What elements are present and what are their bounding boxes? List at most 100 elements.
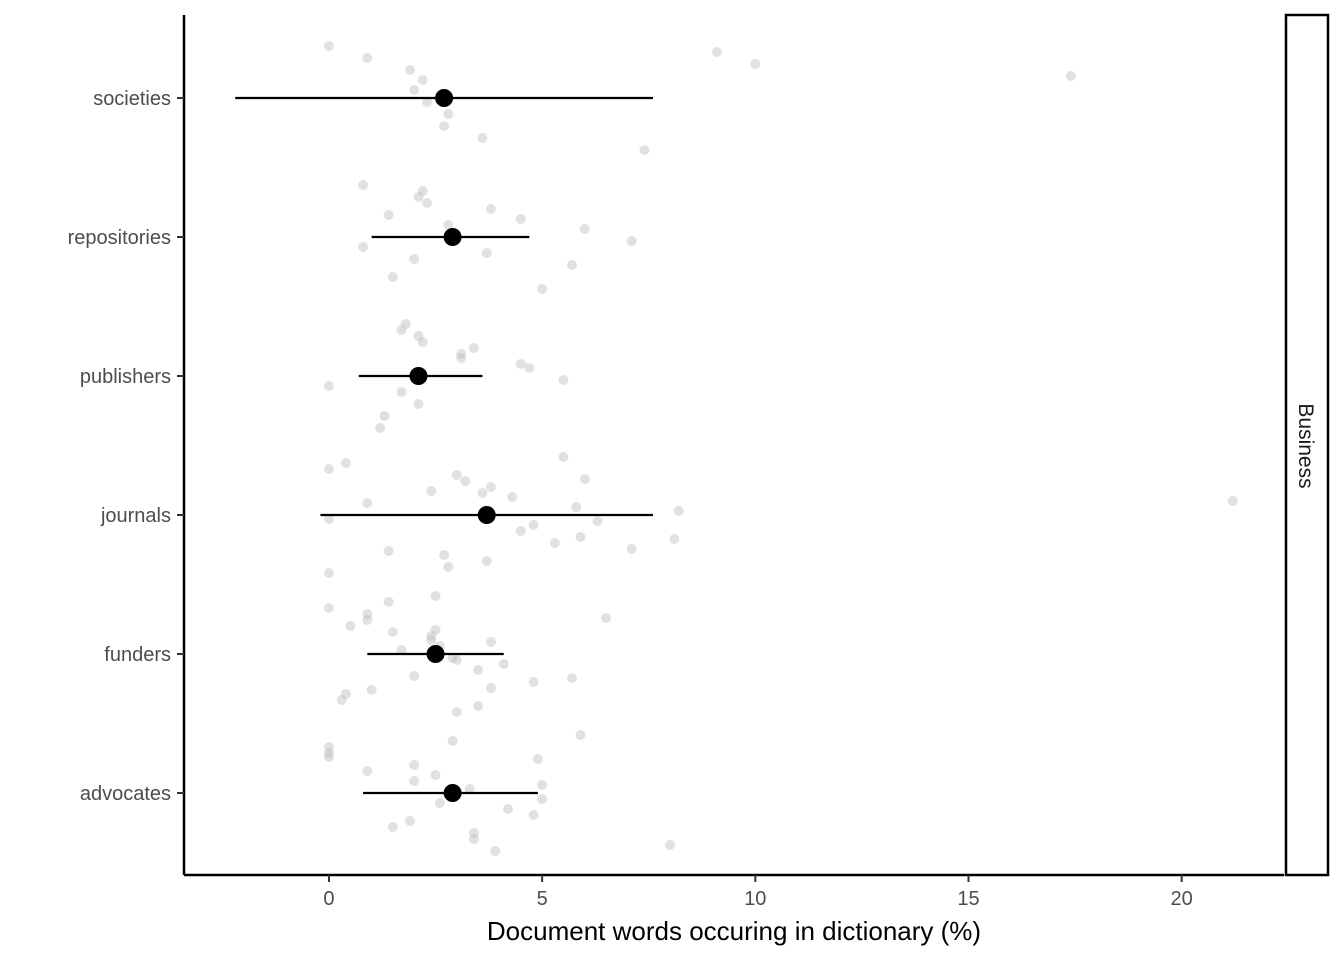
- data-point-journals: [528, 520, 539, 530]
- data-point-advocates: [503, 804, 514, 814]
- data-point-repositories: [383, 210, 394, 220]
- data-point-repositories: [579, 224, 590, 234]
- data-point-publishers: [323, 381, 334, 391]
- mean-point-advocates: [443, 784, 462, 802]
- data-point-journals: [439, 550, 450, 560]
- data-point-journals: [673, 506, 684, 516]
- data-point-journals: [383, 546, 394, 556]
- summary-layer: [235, 89, 653, 802]
- data-point-advocates: [387, 822, 398, 832]
- data-point-publishers: [524, 363, 535, 373]
- data-point-funders: [366, 685, 377, 695]
- data-point-publishers: [413, 399, 424, 409]
- data-point-advocates: [323, 748, 334, 758]
- data-point-funders: [451, 655, 462, 665]
- data-point-publishers: [375, 423, 386, 433]
- data-point-repositories: [358, 242, 369, 252]
- data-point-societies: [443, 109, 454, 119]
- data-point-journals: [323, 464, 334, 474]
- data-point-advocates: [404, 816, 415, 826]
- data-point-repositories: [566, 260, 577, 270]
- data-point-funders: [451, 707, 462, 717]
- data-point-advocates: [409, 776, 420, 786]
- data-point-funders: [601, 613, 612, 623]
- data-point-repositories: [537, 284, 548, 294]
- data-point-journals: [515, 526, 526, 536]
- data-point-repositories: [422, 198, 433, 208]
- data-point-funders: [362, 609, 373, 619]
- x-tick-label: 10: [744, 888, 766, 910]
- facet-strip-box: [1284, 13, 1330, 877]
- y-tick-label-societies: societies: [93, 88, 171, 110]
- data-point-publishers: [400, 319, 411, 329]
- data-point-journals: [323, 568, 334, 578]
- data-point-journals: [507, 492, 518, 502]
- facet-label: Business: [1294, 403, 1317, 488]
- data-point-societies: [1065, 71, 1076, 81]
- data-point-journals: [460, 476, 471, 486]
- data-point-advocates: [537, 780, 548, 790]
- data-point-funders: [430, 625, 441, 635]
- data-point-advocates: [447, 736, 458, 746]
- data-point-publishers: [515, 359, 526, 369]
- data-point-repositories: [409, 254, 420, 264]
- data-point-journals: [362, 498, 373, 508]
- data-point-journals: [626, 544, 637, 554]
- data-point-funders: [485, 683, 496, 693]
- data-point-repositories: [515, 214, 526, 224]
- data-point-repositories: [626, 236, 637, 246]
- x-tick-label: 0: [323, 888, 334, 910]
- data-point-advocates: [362, 766, 373, 776]
- data-point-journals: [481, 556, 492, 566]
- data-point-funders: [528, 677, 539, 687]
- data-point-societies: [323, 41, 334, 51]
- data-point-advocates: [468, 828, 479, 838]
- data-point-societies: [439, 121, 450, 131]
- data-point-advocates: [323, 742, 334, 752]
- data-point-journals: [477, 488, 488, 498]
- data-point-journals: [669, 534, 680, 544]
- data-point-funders: [396, 645, 407, 655]
- data-point-publishers: [413, 331, 424, 341]
- data-point-societies: [409, 85, 420, 95]
- data-point-advocates: [409, 760, 420, 770]
- data-point-journals: [575, 532, 586, 542]
- data-point-funders: [336, 695, 347, 705]
- data-point-journals: [571, 502, 582, 512]
- data-point-repositories: [485, 204, 496, 214]
- data-point-journals: [558, 452, 569, 462]
- data-point-journals: [1227, 496, 1238, 506]
- y-tick-label-funders: funders: [104, 644, 171, 666]
- data-point-repositories: [443, 220, 454, 230]
- data-point-advocates: [532, 754, 543, 764]
- data-point-societies: [639, 145, 650, 155]
- y-tick-label-repositories: repositories: [68, 227, 171, 249]
- data-point-funders: [362, 615, 373, 625]
- data-point-funders: [473, 701, 484, 711]
- data-point-societies: [750, 59, 761, 69]
- data-point-societies: [477, 133, 488, 143]
- data-point-publishers: [456, 353, 467, 363]
- data-point-funders: [323, 603, 334, 613]
- data-point-advocates: [323, 752, 334, 762]
- axes: 0 5 10 15 20 societies repositories publishers j…: [68, 15, 1284, 910]
- mean-point-societies: [435, 89, 454, 107]
- data-point-advocates: [575, 730, 586, 740]
- data-point-funders: [426, 631, 437, 641]
- data-point-journals: [592, 516, 603, 526]
- data-point-advocates: [468, 834, 479, 844]
- mean-point-repositories: [443, 228, 462, 246]
- jitter-points: [323, 41, 1238, 856]
- data-point-funders: [383, 597, 394, 607]
- data-point-repositories: [417, 186, 428, 196]
- data-point-funders: [345, 621, 356, 631]
- mean-point-publishers: [409, 367, 428, 385]
- data-point-journals: [579, 474, 590, 484]
- data-point-journals: [549, 538, 560, 548]
- data-point-repositories: [387, 272, 398, 282]
- data-point-societies: [417, 75, 428, 85]
- data-point-funders: [498, 659, 509, 669]
- data-point-societies: [711, 47, 722, 57]
- x-tick-label: 20: [1171, 888, 1193, 910]
- mean-point-funders: [426, 645, 445, 663]
